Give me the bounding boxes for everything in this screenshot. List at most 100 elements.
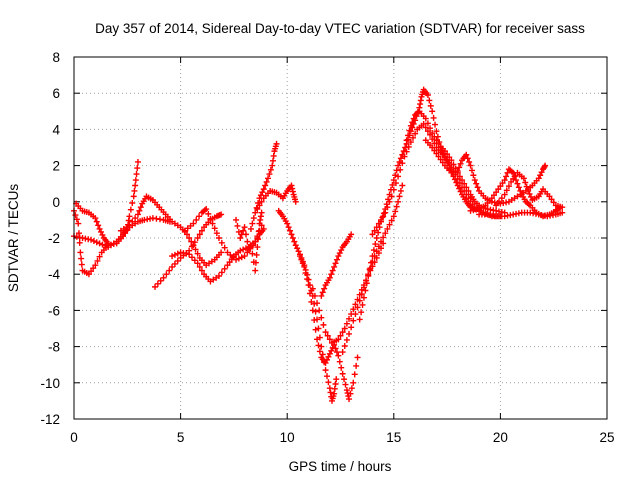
data-point (520, 175, 527, 182)
data-point (346, 396, 353, 403)
data-point (319, 289, 326, 296)
data-point (456, 173, 463, 180)
data-point (254, 206, 261, 213)
data-point (515, 184, 522, 191)
data-point (284, 220, 291, 227)
data-point (431, 147, 438, 154)
data-point (94, 257, 101, 264)
data-point (331, 263, 338, 270)
data-point (343, 336, 350, 343)
data-point (194, 235, 201, 241)
data-point (309, 307, 316, 314)
data-point (255, 228, 262, 235)
data-point (224, 262, 231, 269)
data-point (354, 304, 361, 311)
data-point (169, 263, 176, 270)
data-point (285, 224, 292, 231)
data-point (250, 215, 257, 222)
data-point (392, 208, 399, 215)
data-point (267, 166, 274, 173)
series-track3 (73, 200, 112, 247)
data-point (157, 277, 164, 284)
data-point (308, 298, 315, 305)
data-point (501, 177, 508, 184)
data-point (254, 244, 261, 251)
data-point (77, 249, 84, 256)
data-point (234, 222, 241, 229)
data-point (257, 213, 264, 220)
data-point (125, 217, 132, 224)
data-point (98, 228, 105, 235)
data-point (133, 171, 140, 178)
data-point (137, 204, 144, 211)
data-point (393, 203, 400, 210)
data-point (318, 292, 325, 299)
data-point (237, 247, 244, 254)
data-point (373, 235, 380, 241)
data-point (294, 245, 301, 252)
data-point (338, 364, 345, 371)
data-point (85, 271, 92, 278)
data-point (198, 227, 205, 234)
y-tick-label: -6 (48, 303, 60, 318)
data-point (191, 239, 198, 246)
data-point (169, 253, 176, 260)
data-point (105, 240, 112, 247)
data-point (488, 195, 495, 202)
data-point (373, 224, 380, 231)
data-point (495, 186, 502, 193)
data-point (289, 235, 296, 241)
data-point (129, 218, 136, 225)
data-point (331, 390, 338, 397)
data-point (351, 371, 358, 378)
data-point (90, 238, 97, 245)
data-point (461, 180, 468, 187)
data-point (244, 238, 251, 245)
data-point (384, 204, 391, 211)
data-point (249, 250, 256, 257)
data-point (194, 260, 201, 267)
data-point (429, 130, 436, 137)
data-point (424, 92, 431, 99)
data-point (390, 213, 397, 220)
data-point (134, 165, 141, 172)
data-point (318, 343, 325, 350)
data-point (463, 151, 470, 158)
data-point (341, 376, 348, 383)
data-point (249, 220, 256, 227)
data-point (92, 215, 99, 222)
data-point (348, 231, 355, 238)
data-point (510, 175, 517, 182)
data-point (517, 187, 524, 194)
data-point (296, 253, 303, 260)
data-point (163, 271, 170, 278)
data-point (203, 206, 210, 213)
data-point (339, 329, 346, 336)
data-point (241, 253, 248, 260)
data-point (318, 314, 325, 321)
data-point (78, 261, 85, 268)
data-point (333, 376, 340, 383)
data-point (388, 217, 395, 224)
data-point (299, 260, 306, 267)
data-point (433, 150, 440, 157)
data-point (467, 162, 474, 169)
data-point (88, 268, 95, 275)
series-track14 (318, 231, 355, 299)
data-point (315, 342, 322, 349)
data-point (193, 216, 200, 223)
data-point (392, 172, 399, 179)
data-point (367, 265, 374, 272)
data-point (429, 108, 436, 115)
data-point (369, 231, 376, 238)
data-point (352, 301, 359, 308)
data-point (417, 97, 424, 104)
data-point (366, 266, 373, 273)
data-point (126, 222, 133, 229)
data-point (375, 243, 382, 250)
data-point (253, 251, 260, 258)
x-tick-label: 10 (280, 430, 295, 445)
data-point (395, 173, 402, 180)
data-point (311, 317, 318, 324)
data-point (348, 385, 355, 392)
